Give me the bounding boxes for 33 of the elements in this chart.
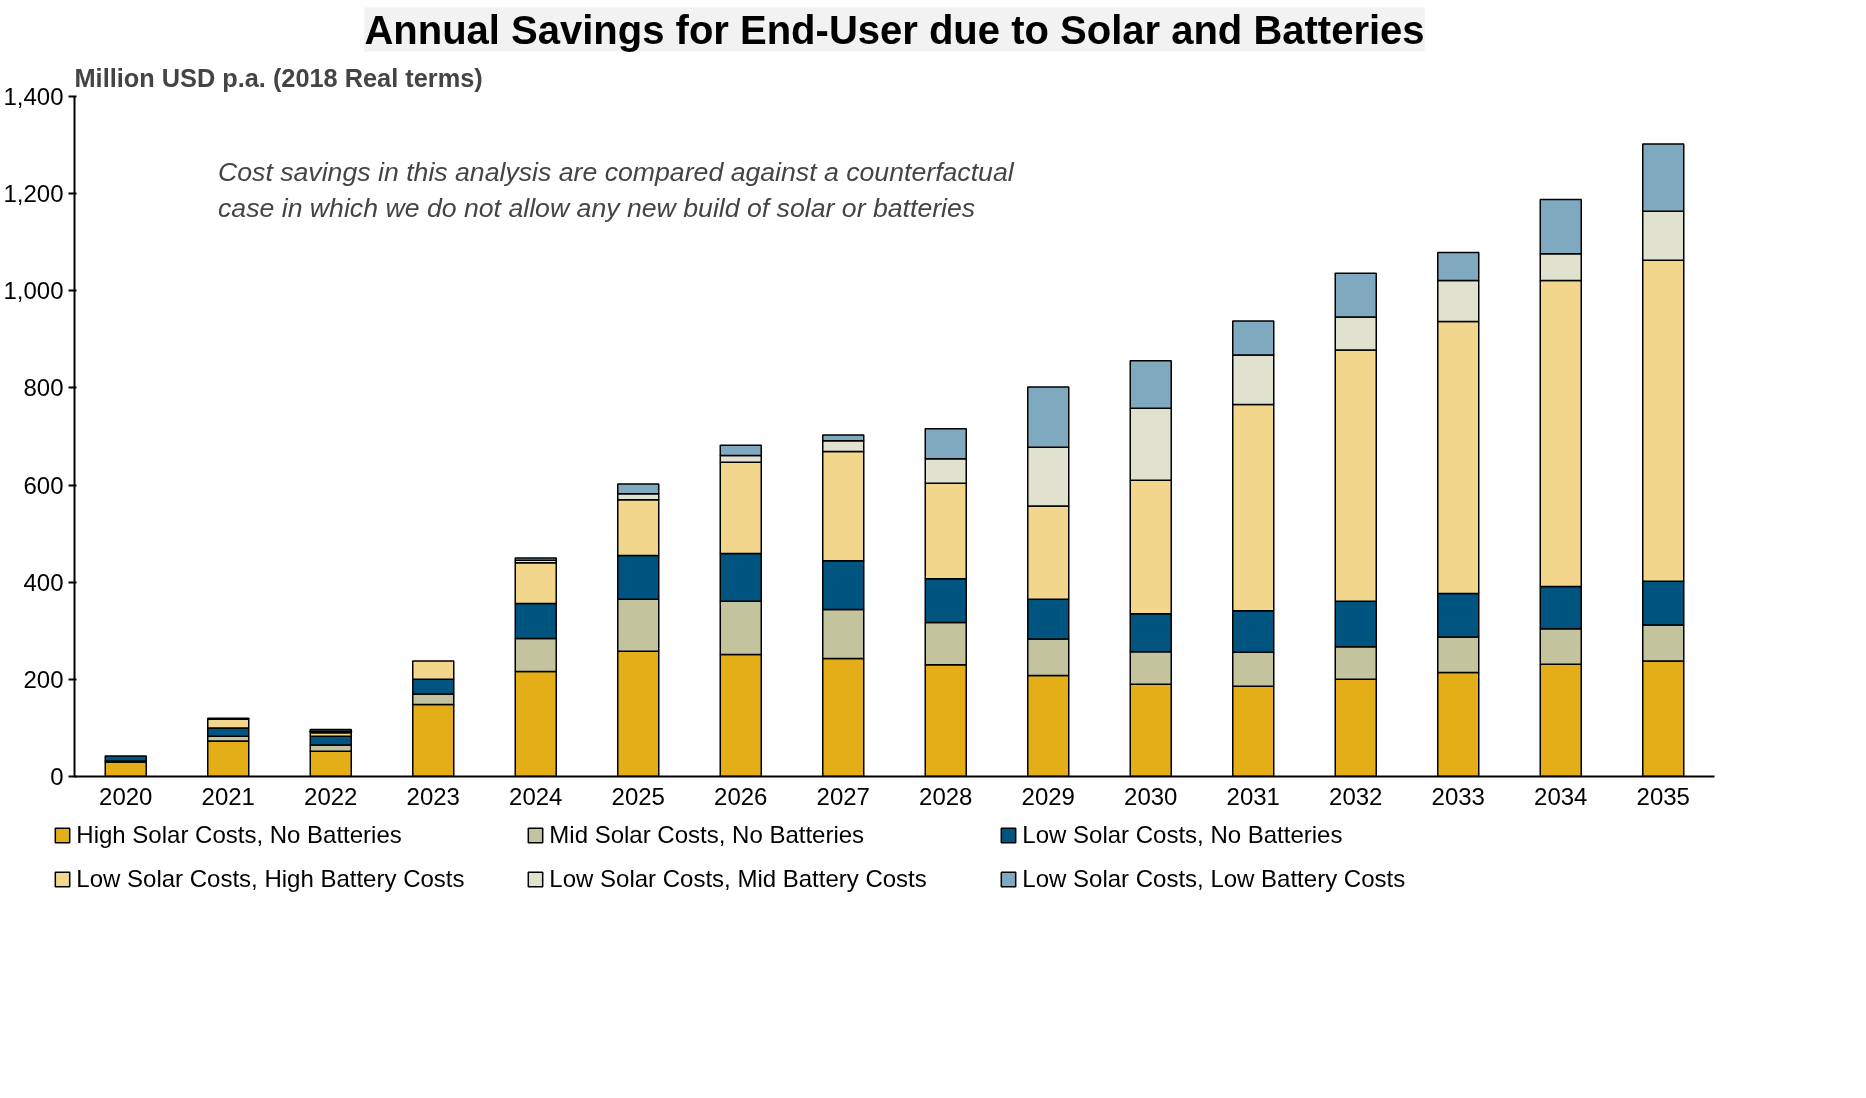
y-tick-label: 800 — [23, 374, 64, 402]
y-tick-label: 400 — [23, 568, 64, 596]
legend-label: Mid Solar Costs, No Batteries — [549, 821, 866, 849]
y-tick-label: 1,200 — [3, 180, 64, 208]
x-tick-label: 2032 — [1329, 782, 1383, 810]
y-tick-label: 1,400 — [3, 83, 64, 110]
x-tick-label: 2034 — [1534, 782, 1588, 810]
x-tick-label: 2033 — [1431, 782, 1485, 810]
legend-label: Low Solar Costs, High Battery Costs — [76, 865, 466, 893]
y-axis-title: Million USD p.a. (2018 Real terms) — [74, 63, 483, 92]
y-tick-label: 0 — [50, 763, 64, 790]
y-tick-label: 200 — [23, 665, 64, 693]
x-tick-label: 2023 — [406, 782, 460, 810]
x-tick-label: 2028 — [919, 782, 973, 810]
x-tick-label: 2029 — [1021, 782, 1075, 810]
x-tick-label: 2026 — [714, 782, 768, 810]
x-tick-label: 2025 — [611, 782, 665, 810]
legend-label: Low Solar Costs, Low Battery Costs — [1022, 865, 1407, 893]
annotation: Cost savings in this analysis are compared against a counterfactual case in which we do not allow any new build of solar or batteries — [218, 156, 1015, 223]
chart-title: Annual Savings for End-User due to Solar and Batteries — [364, 7, 1425, 52]
x-tick-label: 2024 — [509, 782, 563, 810]
x-tick-label: 2020 — [99, 782, 153, 810]
y-tick-label: 600 — [23, 471, 64, 499]
x-tick-label: 2035 — [1636, 782, 1690, 810]
x-tick-label: 2031 — [1226, 782, 1280, 810]
x-tick-label: 2027 — [816, 782, 870, 810]
legend-label: High Solar Costs, No Batteries — [76, 821, 403, 849]
legend-label: Low Solar Costs, Mid Battery Costs — [549, 865, 928, 893]
x-tick-label: 2022 — [304, 782, 358, 810]
legend-label: Low Solar Costs, No Batteries — [1022, 821, 1344, 849]
x-tick-label: 2030 — [1124, 782, 1178, 810]
x-tick-label: 2021 — [201, 782, 255, 810]
y-tick-label: 1,000 — [3, 277, 64, 305]
